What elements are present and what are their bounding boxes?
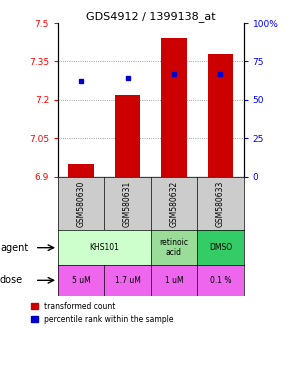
Text: GSM580630: GSM580630 <box>77 180 86 227</box>
Text: GSM580631: GSM580631 <box>123 180 132 227</box>
Text: agent: agent <box>0 243 28 253</box>
Text: 1.7 uM: 1.7 uM <box>115 276 141 285</box>
Text: GSM580632: GSM580632 <box>169 180 179 227</box>
Text: retinoic
acid: retinoic acid <box>160 238 188 257</box>
Bar <box>68 164 94 177</box>
Text: 5 uM: 5 uM <box>72 276 90 285</box>
Text: GSM580633: GSM580633 <box>216 180 225 227</box>
Title: GDS4912 / 1399138_at: GDS4912 / 1399138_at <box>86 11 215 22</box>
Text: KHS101: KHS101 <box>89 243 119 252</box>
Bar <box>208 54 233 177</box>
Bar <box>115 95 140 177</box>
Text: DMSO: DMSO <box>209 243 232 252</box>
Text: 1 uM: 1 uM <box>165 276 183 285</box>
Text: dose: dose <box>0 275 23 285</box>
Legend: transformed count, percentile rank within the sample: transformed count, percentile rank withi… <box>28 299 177 327</box>
Bar <box>161 38 187 177</box>
Text: 0.1 %: 0.1 % <box>210 276 231 285</box>
